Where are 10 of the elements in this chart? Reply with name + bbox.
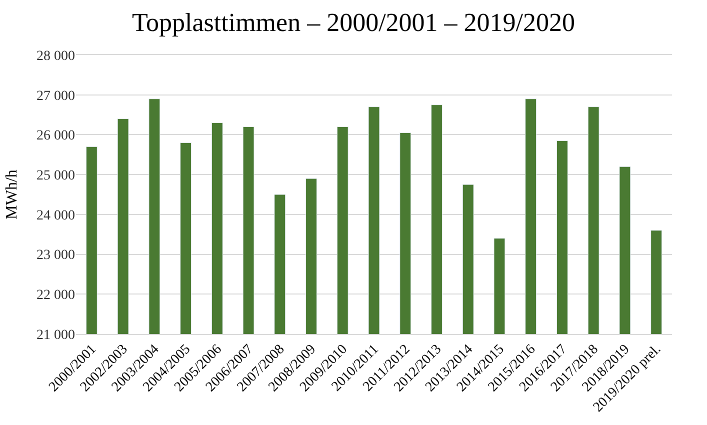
y-tick-label: 26 000 — [36, 128, 75, 144]
y-tick-label: 27 000 — [36, 88, 75, 104]
chart-title: Topplasttimmen – 2000/2001 – 2019/2020 — [132, 8, 576, 37]
y-tick-label: 28 000 — [36, 48, 75, 64]
y-tick-label: 23 000 — [36, 248, 75, 264]
y-tick-label: 22 000 — [36, 288, 75, 304]
y-tick-label: 25 000 — [36, 168, 75, 184]
y-tick-label: 24 000 — [36, 208, 75, 224]
y-axis-title: MWh/h — [3, 170, 20, 220]
y-tick-label: 21 000 — [36, 328, 75, 343]
